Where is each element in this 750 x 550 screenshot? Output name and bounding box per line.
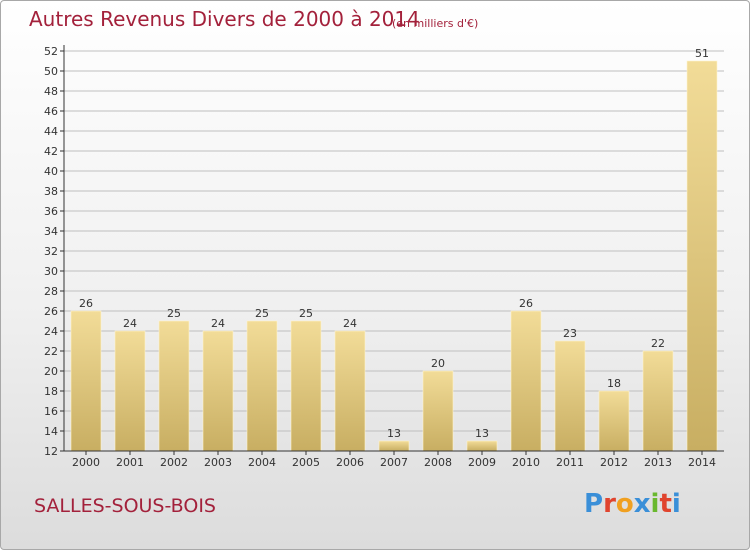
- x-tick-label: 2008: [424, 456, 452, 469]
- bars: [70, 60, 718, 452]
- data-label: 26: [519, 297, 533, 310]
- y-tick-label: 52: [44, 45, 58, 58]
- bar: [598, 390, 630, 452]
- axes: [60, 45, 724, 455]
- y-tick-label: 28: [44, 285, 58, 298]
- x-tick-label: 2012: [600, 456, 628, 469]
- bar: [642, 350, 674, 452]
- logo-letter: x: [633, 489, 651, 519]
- y-tick-label: 42: [44, 145, 58, 158]
- y-tick-label: 46: [44, 105, 58, 118]
- y-tick-label: 30: [44, 265, 58, 278]
- unit-note: (en milliers d'€): [392, 17, 479, 30]
- y-tick-label: 26: [44, 305, 58, 318]
- data-label: 13: [387, 427, 401, 440]
- data-label: 26: [79, 297, 93, 310]
- bar: [334, 330, 366, 452]
- y-tick-label: 48: [44, 85, 58, 98]
- y-tick-label: 18: [44, 385, 58, 398]
- y-tick-label: 38: [44, 185, 58, 198]
- data-label: 24: [123, 317, 137, 330]
- x-tick-label: 2006: [336, 456, 364, 469]
- bar: [686, 60, 718, 452]
- data-label: 22: [651, 337, 665, 350]
- location-name: SALLES-SOUS-BOIS: [34, 495, 216, 517]
- x-tick-label: 2009: [468, 456, 496, 469]
- bar: [510, 310, 542, 452]
- data-label: 51: [695, 47, 709, 60]
- bar: [70, 310, 102, 452]
- y-tick-label: 12: [44, 445, 58, 458]
- data-label: 25: [167, 307, 181, 320]
- y-tick-label: 32: [44, 245, 58, 258]
- logo-letter: o: [615, 489, 634, 519]
- y-tick-label: 16: [44, 405, 58, 418]
- y-tick-label: 14: [44, 425, 58, 438]
- bar: [378, 440, 410, 452]
- x-tick-label: 2001: [116, 456, 144, 469]
- data-label: 24: [343, 317, 357, 330]
- x-tick-label: 2007: [380, 456, 408, 469]
- bar: [422, 370, 454, 452]
- y-tick-label: 36: [44, 205, 58, 218]
- x-tick-label: 2014: [688, 456, 716, 469]
- y-tick-label: 34: [44, 225, 58, 238]
- bar: [290, 320, 322, 452]
- x-tick-label: 2000: [72, 456, 100, 469]
- labels: 12 14 16 18 20 22 24 26 28 30 32 34 36 38 40 42 44 46 48 50…: [44, 45, 716, 469]
- y-tick-label: 22: [44, 345, 58, 358]
- y-tick-label: 50: [44, 65, 58, 78]
- y-tick-label: 20: [44, 365, 58, 378]
- data-label: 13: [475, 427, 489, 440]
- x-tick-label: 2003: [204, 456, 232, 469]
- bar: [246, 320, 278, 452]
- x-tick-label: 2010: [512, 456, 540, 469]
- data-label: 25: [255, 307, 269, 320]
- bar: [466, 440, 498, 452]
- logo-letter: r: [603, 489, 616, 519]
- y-tick-label: 40: [44, 165, 58, 178]
- data-label: 20: [431, 357, 445, 370]
- chart-title: Autres Revenus Divers de 2000 à 2014: [29, 7, 420, 31]
- data-label: 23: [563, 327, 577, 340]
- bar: [202, 330, 234, 452]
- proxiti-logo[interactable]: Proxiti: [584, 489, 681, 519]
- y-tick-label: 24: [44, 325, 58, 338]
- x-tick-label: 2004: [248, 456, 276, 469]
- x-tick-label: 2013: [644, 456, 672, 469]
- x-tick-label: 2005: [292, 456, 320, 469]
- y-tick-label: 44: [44, 125, 58, 138]
- data-label: 24: [211, 317, 225, 330]
- logo-letter: i: [650, 489, 660, 519]
- data-label: 18: [607, 377, 621, 390]
- logo-letter: i: [671, 489, 681, 519]
- logo-letter: t: [659, 489, 672, 519]
- x-tick-label: 2002: [160, 456, 188, 469]
- x-tick-label: 2011: [556, 456, 584, 469]
- bar: [158, 320, 190, 452]
- bar: [554, 340, 586, 452]
- logo-letter: P: [584, 489, 604, 519]
- data-label: 25: [299, 307, 313, 320]
- bar: [114, 330, 146, 452]
